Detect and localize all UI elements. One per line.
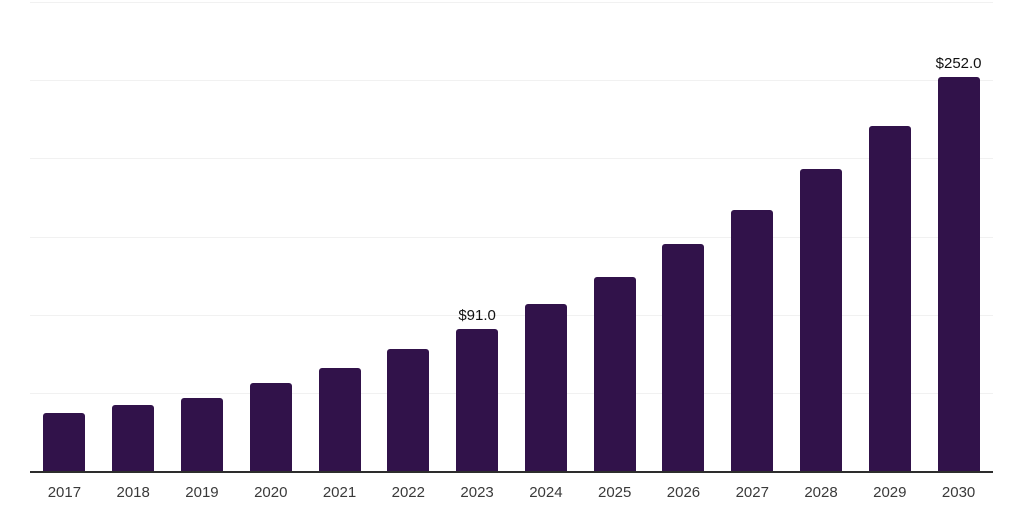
- x-tick-label-2030: 2030: [941, 484, 976, 501]
- x-tick-label-2023: 2023: [460, 484, 494, 501]
- gridline-y-150: [30, 236, 993, 238]
- bar-2029: [868, 125, 911, 471]
- x-axis-line: [30, 471, 993, 473]
- x-tick-label-2025: 2025: [597, 484, 632, 501]
- bar-2030: [937, 77, 980, 471]
- gridline-y-200: [30, 158, 993, 160]
- bar-2024: [524, 303, 567, 471]
- x-tick-label-2029: 2029: [873, 484, 907, 501]
- bar-2021: [318, 367, 361, 471]
- bar-2017: [43, 413, 86, 471]
- x-tick-label-2022: 2022: [391, 484, 425, 501]
- value-label-2030: $252.0: [935, 55, 982, 73]
- x-tick-label-2021: 2021: [322, 484, 357, 501]
- gridline-y-50: [30, 392, 993, 394]
- bar-2025: [593, 277, 636, 471]
- x-tick-label-2027: 2027: [735, 484, 769, 501]
- x-axis-tick-row: 2017 2018 2019 2020 2021 2022 2023 2024 2025 2026…: [30, 483, 993, 505]
- gridline-y-300: [30, 2, 993, 3]
- x-tick-label-2020: 2020: [254, 484, 288, 501]
- bar-2018: [112, 405, 155, 471]
- x-tick-label-2019: 2019: [185, 484, 219, 501]
- x-tick-label-2018: 2018: [116, 484, 150, 501]
- value-label-2023: $91.0: [458, 306, 496, 324]
- bar-2027: [731, 209, 774, 471]
- bar-2022: [387, 349, 430, 471]
- gridline-y-250: [30, 80, 993, 82]
- bar-2023: [456, 328, 499, 471]
- x-tick-label-2028: 2028: [804, 484, 838, 501]
- plot-area: $91.0 $252.0: [30, 2, 993, 473]
- gridline-y-100: [30, 314, 993, 316]
- bar-2026: [662, 244, 705, 471]
- x-tick-label-2017: 2017: [47, 484, 82, 501]
- bar-2028: [800, 169, 843, 471]
- x-tick-label-2026: 2026: [666, 484, 701, 501]
- x-tick-label-2024: 2024: [529, 484, 563, 501]
- bar-2019: [180, 397, 223, 471]
- bar-2020: [249, 383, 292, 471]
